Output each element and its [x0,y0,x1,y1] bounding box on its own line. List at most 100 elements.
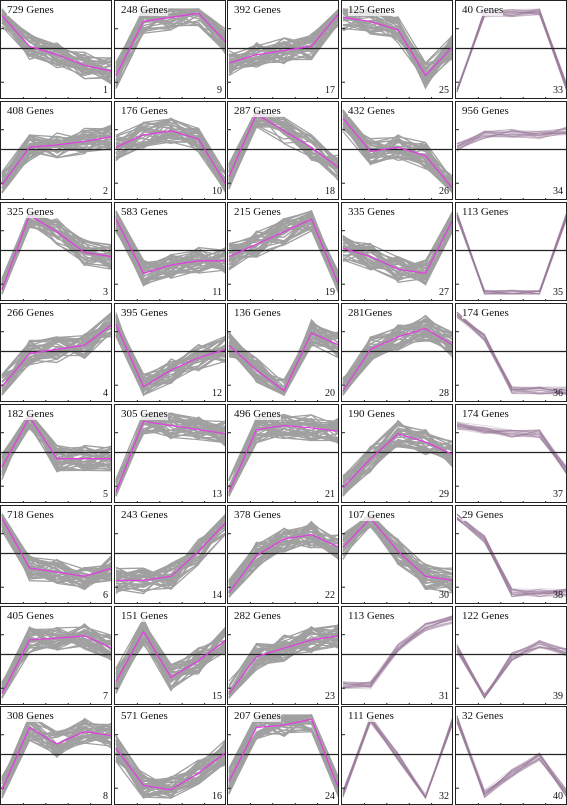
cluster-panel-25: 125 Genes 25 [341,0,453,99]
gene-count-label: 266 Genes [7,307,54,319]
gene-profile-line [342,718,452,799]
gene-profile-line [342,623,452,687]
cluster-plot-22 [228,520,338,603]
cluster-number: 9 [217,85,222,96]
gene-profile-line [342,617,452,687]
gene-count-label: 107 Genes [348,509,395,521]
gene-profile-line [228,641,338,699]
gene-profile-line [1,13,111,66]
gene-profile-line [228,729,338,798]
gene-profile-line [456,642,566,697]
centroid-line [228,113,338,177]
gene-profile-line [342,446,452,478]
gene-profile-line [456,513,566,595]
cluster-panel-5: 182 Genes 5 [0,404,112,503]
gene-profile-line [342,618,452,686]
gene-profile-line [456,423,566,471]
gene-profile-line [456,513,566,595]
gene-profile-line [456,645,566,699]
gene-profile-line [456,317,566,395]
gene-profile-line [456,641,566,699]
gene-profile-line [456,128,566,144]
gene-profile-line [115,210,225,279]
centroid-line [228,13,338,64]
gene-profile-line [456,212,566,294]
gene-profile-line [342,121,452,181]
cluster-plot-37 [456,421,566,502]
cluster-plot-35 [456,211,566,300]
gene-profile-line [456,722,566,796]
gene-profile-line [456,311,566,395]
cluster-number: 33 [553,85,563,96]
cluster-panel-4: 266 Genes 4 [0,303,112,402]
gene-profile-line [456,8,566,93]
centroid-line [1,726,111,790]
gene-count-label: 583 Genes [121,206,168,218]
gene-profiles [342,714,452,799]
gene-profile-line [456,311,566,395]
gene-profile-line [228,116,338,179]
gene-count-label: 40 Genes [462,4,504,16]
gene-count-label: 956 Genes [462,105,509,117]
cluster-number: 10 [212,186,222,197]
gene-profile-line [456,314,566,395]
gene-profiles [115,117,225,193]
gene-profile-line [1,8,111,64]
gene-profile-line [456,10,566,93]
cluster-number: 25 [439,85,449,96]
gene-profiles [1,8,111,85]
gene-profile-line [456,8,566,90]
gene-count-label: 395 Genes [121,307,168,319]
gene-profile-line [456,315,566,394]
gene-profile-line [342,619,452,683]
gene-profile-line [456,518,566,598]
gene-profile-line [456,717,566,798]
gene-profile-line [456,720,566,795]
gene-profile-line [228,16,338,76]
gene-count-label: 182 Genes [7,408,54,420]
gene-profile-line [456,128,566,147]
cluster-number: 32 [439,791,449,802]
gene-profile-line [342,717,452,799]
centroid-line [1,517,111,577]
gene-count-label: 113 Genes [348,610,395,622]
cluster-number: 12 [212,388,222,399]
gene-profile-line [456,12,566,93]
gene-profile-line [115,739,225,796]
cluster-panel-12: 395 Genes 12 [114,303,226,402]
gene-profile-line [228,328,338,382]
gene-profile-line [456,421,566,474]
gene-profile-line [456,130,566,148]
gene-profiles [342,615,452,690]
gene-profile-line [456,425,566,469]
gene-profile-line [228,108,338,178]
gene-profile-line [456,425,566,468]
centroid-line [228,424,338,493]
cluster-panel-19: 215 Genes 19 [227,202,339,301]
gene-profile-line [456,428,566,474]
gene-profile-line [1,514,111,580]
cluster-panel-35: 113 Genes 35 [455,202,567,301]
gene-profile-line [456,311,566,395]
gene-count-label: 282 Genes [234,610,281,622]
gene-profile-line [456,314,566,391]
gene-profile-line [342,109,452,193]
gene-profile-line [456,130,566,147]
cluster-plot-32 [342,714,452,804]
gene-profile-line [456,423,566,473]
gene-profile-line [115,416,225,493]
cluster-number: 14 [212,590,222,601]
cluster-panel-30: 107 Genes 30 [341,505,453,604]
gene-profile-line [115,740,225,793]
gene-profile-line [456,128,566,150]
centroid-line [1,214,111,291]
gene-profile-line [456,127,566,149]
gene-profile-line [1,522,111,583]
gene-profile-line [456,720,566,794]
gene-profile-line [456,314,566,395]
gene-profile-line [1,522,111,590]
centroid-line [342,517,452,581]
gene-profile-line [228,220,338,287]
cluster-plot-34 [456,126,566,199]
gene-profile-line [228,629,338,699]
